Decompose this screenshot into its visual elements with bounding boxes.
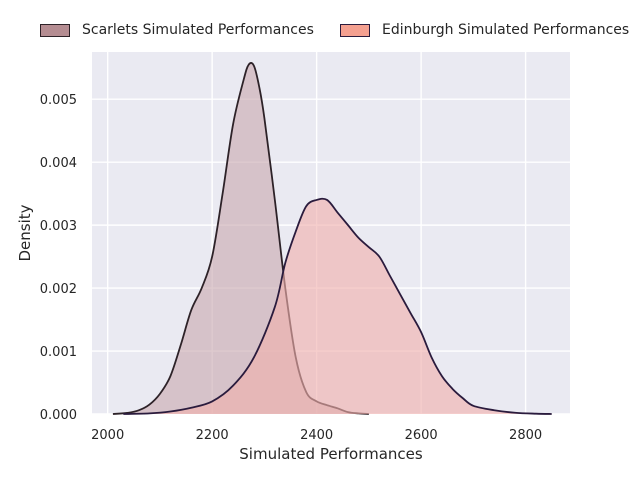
y-tick-label: 0.002 xyxy=(40,282,77,297)
y-axis-label: Density xyxy=(16,204,34,261)
legend-swatch-scarlets xyxy=(40,23,70,37)
x-axis-ticks: 2000 2200 2400 2600 2800 xyxy=(91,428,542,443)
x-tick-label: 2200 xyxy=(196,428,229,443)
y-tick-label: 0.000 xyxy=(40,408,77,423)
y-axis-ticks: 0.000 0.001 0.002 0.003 0.004 0.005 xyxy=(40,93,77,423)
legend-label-edinburgh: Edinburgh Simulated Performances xyxy=(382,22,630,38)
density-line-edinburgh xyxy=(123,197,552,415)
legend-item-edinburgh: Edinburgh Simulated Performances xyxy=(340,22,629,38)
x-tick-label: 2400 xyxy=(300,428,333,443)
legend-swatch-edinburgh xyxy=(340,23,370,37)
x-tick-label: 2800 xyxy=(509,428,542,443)
density-areas xyxy=(112,62,552,415)
x-tick-label: 2000 xyxy=(91,428,124,443)
chart-legend: Scarlets Simulated Performances Edinburg… xyxy=(0,14,640,46)
x-tick-label: 2600 xyxy=(405,428,438,443)
density-fill-scarlets xyxy=(112,62,369,414)
y-tick-label: 0.003 xyxy=(40,219,77,234)
legend-label-scarlets: Scarlets Simulated Performances xyxy=(82,22,314,38)
y-tick-label: 0.005 xyxy=(40,93,77,108)
x-axis-label: Simulated Performances xyxy=(239,445,423,463)
density-fill-edinburgh xyxy=(123,198,552,414)
legend-item-scarlets: Scarlets Simulated Performances xyxy=(40,22,314,38)
y-tick-label: 0.001 xyxy=(40,345,77,360)
y-tick-label: 0.004 xyxy=(40,156,77,171)
